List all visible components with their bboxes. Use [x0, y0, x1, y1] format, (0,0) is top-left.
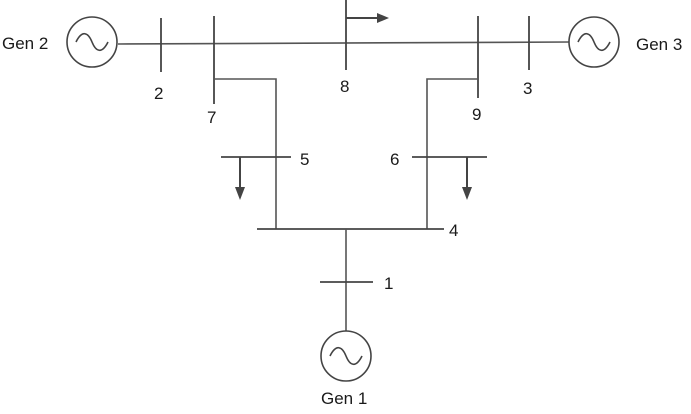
- bus-6-label: 6: [390, 150, 399, 169]
- generator-symbol-icon: [320, 330, 372, 382]
- load-arrow-icon: [462, 157, 472, 200]
- bus-8-label: 8: [340, 77, 349, 96]
- load-arrow-icon: [346, 13, 389, 23]
- bus-5-label: 5: [300, 150, 309, 169]
- bus-1-label: 1: [384, 274, 393, 293]
- generator-symbol-icon: [66, 16, 118, 68]
- gen-2-label: Gen 2: [2, 34, 48, 53]
- bus-3-label: 3: [523, 79, 532, 98]
- bus-2-label: 2: [154, 84, 163, 103]
- line-7-5-4: [214, 78, 277, 229]
- bus-9-label: 9: [472, 105, 481, 124]
- top-transmission-line: [117, 41, 571, 45]
- line-9-6-4: [426, 78, 478, 229]
- load-arrow-icon: [235, 157, 245, 200]
- gen-1-label: Gen 1: [321, 389, 367, 408]
- bus-7-label: 7: [207, 108, 216, 127]
- generator-symbol-icon: [568, 16, 620, 68]
- bus-4-label: 4: [449, 221, 458, 240]
- gen-3-label: Gen 3: [636, 35, 682, 54]
